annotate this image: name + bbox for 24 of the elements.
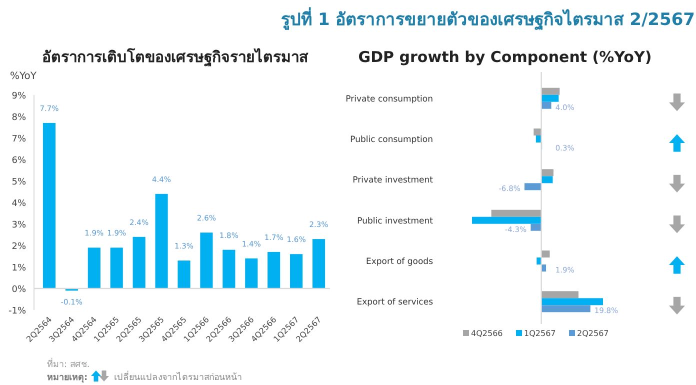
y-tick-label: 9%: [12, 92, 26, 102]
chart-title: อัตราการเติบโตของเศรษฐกิจรายไตรมาส: [42, 47, 309, 67]
y-tick-label: Public investment: [357, 216, 434, 226]
y-tick-label: Export of services: [356, 298, 434, 308]
text: ที่มา: สศช.: [47, 357, 90, 370]
text: รูปที่ 1 อัตราการขยายตัวของเศรษฐกิจไตรมาส 2/2567: [281, 7, 695, 31]
y-tick-label: 4%: [12, 199, 26, 209]
y-tick-label: Public consumption: [350, 135, 433, 145]
text: หมายเหตุ:: [47, 373, 88, 383]
y-tick-label: 7%: [12, 134, 26, 144]
y-tick-label: Private consumption: [346, 94, 433, 104]
y-tick-label: 3%: [12, 220, 26, 230]
y-tick-label: 0%: [12, 285, 26, 295]
y-axis-title: %YoY: [10, 71, 38, 82]
y-tick-label: 2%: [12, 242, 26, 252]
y-tick-label: -1%: [8, 306, 26, 316]
y-tick-label: 1%: [12, 264, 26, 274]
chart-title: GDP growth by Component (%YoY): [358, 48, 652, 66]
y-tick-label: Private investment: [352, 176, 434, 186]
y-tick-label: 6%: [12, 156, 26, 166]
y-tick-label: Export of goods: [366, 257, 434, 267]
text: เปลี่ยนแปลงจากไตรมาสก่อนหน้า: [114, 370, 242, 383]
y-tick-label: 5%: [12, 178, 26, 188]
y-tick-label: 8%: [12, 113, 26, 123]
